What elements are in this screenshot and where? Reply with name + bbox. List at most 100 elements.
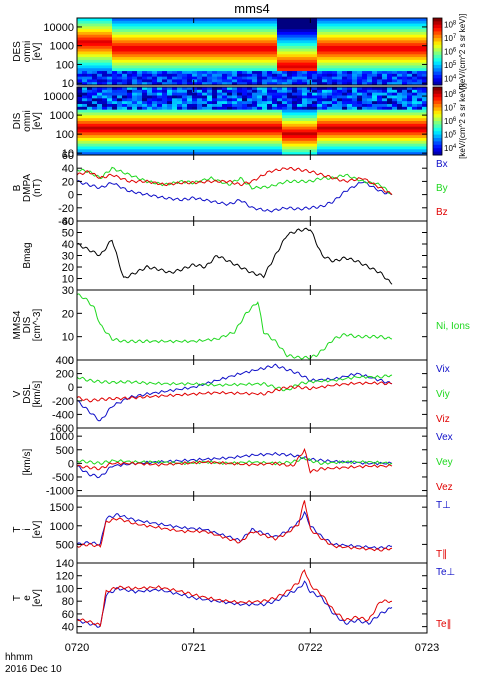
spectrogram-cell bbox=[97, 26, 103, 30]
spectrogram-cell bbox=[282, 104, 288, 108]
spectrogram-cell bbox=[357, 62, 363, 67]
spectrogram-cell bbox=[197, 143, 203, 148]
spectrogram-cell bbox=[192, 92, 198, 97]
colorbar-tick-exponent: 7 bbox=[453, 34, 457, 40]
spectrogram-cell bbox=[107, 34, 113, 39]
spectrogram-cell bbox=[417, 121, 423, 125]
spectrogram-cell bbox=[162, 40, 168, 44]
spectrogram-cell bbox=[227, 40, 233, 44]
spectrogram-cell bbox=[142, 68, 148, 72]
y-tick-label: -600 bbox=[52, 423, 74, 435]
spectrogram-cell bbox=[127, 20, 133, 25]
spectrogram-cell bbox=[377, 51, 383, 55]
spectrogram-cell bbox=[277, 87, 283, 91]
spectrogram-cell bbox=[157, 143, 163, 148]
spectrogram-cell bbox=[267, 95, 273, 99]
spectrogram-cell bbox=[207, 48, 213, 53]
spectrogram-cell bbox=[197, 57, 203, 61]
spectrogram-cell bbox=[162, 62, 168, 67]
spectrogram-cell bbox=[227, 115, 233, 119]
spectrogram-cell bbox=[417, 87, 423, 91]
spectrogram-cell bbox=[342, 71, 348, 75]
spectrogram-cell bbox=[152, 140, 158, 145]
spectrogram-cell bbox=[87, 92, 93, 97]
spectrogram-cell bbox=[82, 73, 88, 78]
spectrogram-cell bbox=[202, 95, 208, 99]
spectrogram-cell bbox=[237, 51, 243, 55]
spectrogram-cell bbox=[297, 40, 303, 44]
spectrogram-cell bbox=[252, 31, 258, 36]
spectrogram-cell bbox=[87, 51, 93, 55]
spectrogram-cell bbox=[112, 65, 118, 69]
spectrogram-cell bbox=[397, 43, 403, 47]
spectrogram-cell bbox=[102, 73, 108, 78]
spectrogram-cell bbox=[372, 20, 378, 25]
spectrogram-cell bbox=[207, 71, 213, 75]
spectrogram-cell bbox=[187, 54, 193, 58]
spectrogram-cell bbox=[352, 89, 358, 94]
spectrogram-cell bbox=[227, 26, 233, 30]
spectrogram-cell bbox=[167, 140, 173, 145]
spectrogram-cell bbox=[207, 138, 213, 142]
spectrogram-cell bbox=[282, 23, 288, 27]
spectrogram-cell bbox=[257, 98, 263, 102]
spectrogram-cell bbox=[237, 98, 243, 102]
spectrogram-cell bbox=[312, 89, 318, 94]
spectrogram-cell bbox=[182, 51, 188, 55]
spectrogram-cell bbox=[372, 65, 378, 69]
spectrogram-cell bbox=[377, 23, 383, 27]
spectrogram-cell bbox=[382, 37, 388, 41]
spectrogram-cell bbox=[107, 43, 113, 47]
spectrogram-cell bbox=[132, 54, 138, 58]
spectrogram-cell bbox=[217, 132, 223, 136]
spectrogram-cell bbox=[267, 31, 273, 36]
spectrogram-cell bbox=[382, 135, 388, 139]
colorbar-cell bbox=[433, 21, 442, 26]
spectrogram-cell bbox=[412, 135, 418, 139]
spectrogram-cell bbox=[397, 112, 403, 116]
spectrogram-cell bbox=[377, 152, 383, 155]
spectrogram-cell bbox=[137, 76, 143, 81]
spectrogram-cell bbox=[162, 115, 168, 119]
spectrogram-cell bbox=[272, 73, 278, 78]
spectrogram-cell bbox=[182, 118, 188, 122]
spectrogram-cell bbox=[87, 101, 93, 105]
spectrogram-cell bbox=[82, 40, 88, 44]
spectrogram-cell bbox=[222, 115, 228, 119]
spectrogram-cell bbox=[92, 29, 98, 33]
spectrogram-cell bbox=[307, 135, 313, 139]
panel-frame bbox=[76, 562, 428, 634]
spectrogram-cell bbox=[92, 143, 98, 148]
spectrogram-cell bbox=[307, 109, 313, 114]
spectrogram-cell bbox=[207, 76, 213, 81]
spectrogram-cell bbox=[237, 79, 243, 83]
spectrogram-cell bbox=[412, 87, 418, 91]
spectrogram-cell bbox=[412, 59, 418, 64]
spectrogram-cell bbox=[387, 31, 393, 36]
spectrogram-cell bbox=[382, 71, 388, 75]
spectrogram-cell bbox=[387, 76, 393, 81]
spectrogram-cell bbox=[227, 106, 233, 111]
spectrogram-cell bbox=[367, 135, 373, 139]
spectrogram-cell bbox=[112, 126, 118, 131]
spectrogram-cell bbox=[392, 26, 398, 30]
spectrogram-cell bbox=[137, 45, 143, 50]
spectrogram-cell bbox=[182, 71, 188, 75]
spectrogram-cell bbox=[77, 76, 83, 81]
spectrogram-cell bbox=[122, 138, 128, 142]
colorbar-tick-label: 107 bbox=[444, 103, 457, 112]
spectrogram-cell bbox=[162, 121, 168, 125]
spectrogram-cell bbox=[132, 51, 138, 55]
spectrogram-cell bbox=[142, 126, 148, 131]
spectrogram-cell bbox=[87, 126, 93, 131]
spectrogram-cell bbox=[287, 95, 293, 99]
spectrogram-cell bbox=[247, 34, 253, 39]
spectrogram-cell bbox=[252, 79, 258, 83]
time-tick-label: 0720 bbox=[65, 642, 89, 654]
spectrogram-cell bbox=[412, 121, 418, 125]
spectrogram-cell bbox=[302, 57, 308, 61]
spectrogram-cell bbox=[112, 43, 118, 47]
spectrogram-cell bbox=[117, 138, 123, 142]
